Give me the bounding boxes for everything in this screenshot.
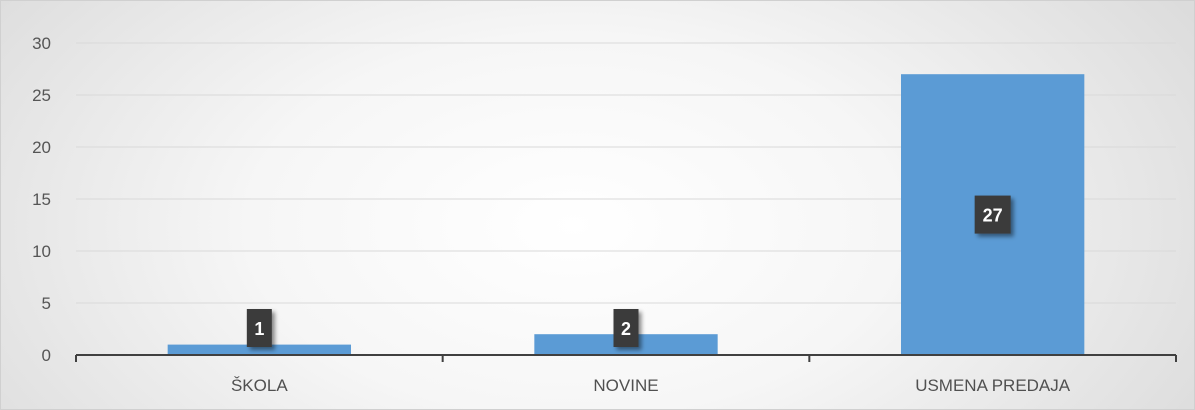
y-tick-label: 0 [42,346,51,365]
y-axis-ticks: 0 5 10 15 20 25 30 [32,34,51,365]
data-label-box [246,309,272,347]
x-category-label: ŠKOLA [231,376,288,395]
x-axis [75,354,1177,362]
data-label: 1 [246,309,272,347]
bar [167,344,351,355]
data-labels: 1 2 27 [246,195,1011,347]
y-tick-label: 25 [32,86,51,105]
data-label-text: 27 [983,206,1003,226]
data-label: 2 [613,309,639,347]
y-tick-label: 20 [32,138,51,157]
y-tick-label: 5 [42,294,51,313]
data-label-box [613,309,639,347]
x-axis-category-labels: ŠKOLA NOVINE USMENA PREDAJA [231,376,1071,395]
data-label-text: 2 [621,319,631,339]
y-tick-label: 15 [32,190,51,209]
x-category-label: USMENA PREDAJA [915,376,1071,395]
data-label-box [974,195,1011,234]
y-tick-label: 30 [32,34,51,53]
x-category-label: NOVINE [593,376,658,395]
data-label-text: 1 [254,319,264,339]
data-label: 27 [974,195,1011,234]
y-tick-label: 10 [32,242,51,261]
